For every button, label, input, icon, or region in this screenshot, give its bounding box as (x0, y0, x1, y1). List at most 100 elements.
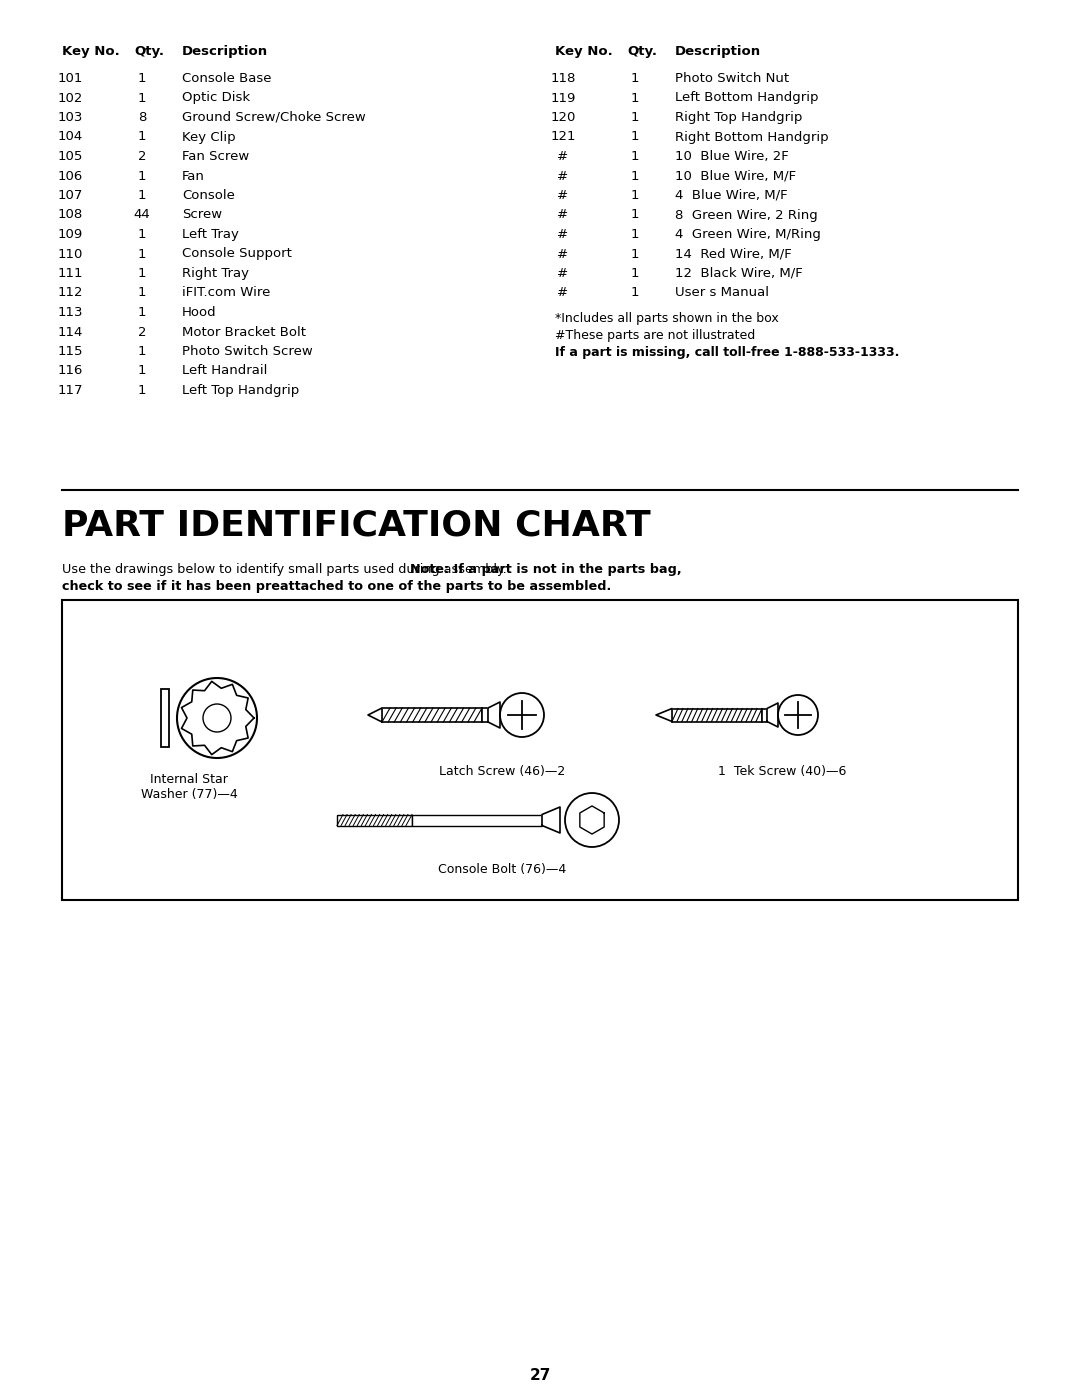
Text: 1: 1 (138, 384, 146, 397)
Text: 8: 8 (138, 110, 146, 124)
Text: Use the drawings below to identify small parts used during assembly.: Use the drawings below to identify small… (62, 563, 511, 576)
Polygon shape (767, 703, 778, 726)
Bar (337, 814, 411, 826)
Text: iFIT.com Wire: iFIT.com Wire (183, 286, 270, 299)
Text: 1: 1 (138, 286, 146, 299)
Text: 4  Green Wire, M/Ring: 4 Green Wire, M/Ring (675, 228, 821, 242)
Text: #: # (557, 189, 568, 203)
Text: Right Bottom Handgrip: Right Bottom Handgrip (675, 130, 828, 144)
Text: Right Top Handgrip: Right Top Handgrip (675, 110, 802, 124)
Text: PART IDENTIFICATION CHART: PART IDENTIFICATION CHART (62, 509, 651, 542)
Text: 1: 1 (631, 247, 639, 260)
Text: Qty.: Qty. (134, 45, 164, 59)
Text: 1: 1 (631, 267, 639, 279)
Text: 1: 1 (631, 130, 639, 144)
Text: 44: 44 (134, 208, 150, 222)
Text: *Includes all parts shown in the box: *Includes all parts shown in the box (555, 312, 779, 326)
Polygon shape (488, 703, 500, 728)
Text: Motor Bracket Bolt: Motor Bracket Bolt (183, 326, 306, 338)
Text: #: # (557, 247, 568, 260)
Text: 8  Green Wire, 2 Ring: 8 Green Wire, 2 Ring (675, 208, 818, 222)
Polygon shape (656, 708, 672, 721)
Text: 1: 1 (138, 91, 146, 105)
Text: 117: 117 (57, 384, 83, 397)
Text: Key Clip: Key Clip (183, 130, 235, 144)
Text: 1: 1 (631, 286, 639, 299)
Text: Console Base: Console Base (183, 73, 271, 85)
Bar (482, 708, 488, 722)
Text: User s Manual: User s Manual (675, 286, 769, 299)
Text: Key No.: Key No. (62, 45, 120, 59)
Text: Screw: Screw (183, 208, 222, 222)
Text: 104: 104 (57, 130, 83, 144)
Text: 102: 102 (57, 91, 83, 105)
Text: 103: 103 (57, 110, 83, 124)
Text: Console Bolt (76)—4: Console Bolt (76)—4 (437, 863, 566, 876)
Text: #These parts are not illustrated: #These parts are not illustrated (555, 330, 755, 342)
Text: Key No.: Key No. (555, 45, 612, 59)
Text: 121: 121 (550, 130, 576, 144)
Text: 112: 112 (57, 286, 83, 299)
Bar (161, 689, 168, 747)
Text: 111: 111 (57, 267, 83, 279)
Text: Console Support: Console Support (183, 247, 292, 260)
Text: 1: 1 (138, 267, 146, 279)
Bar (411, 814, 542, 826)
Text: 1: 1 (138, 228, 146, 242)
Bar (62, 599, 1018, 900)
Polygon shape (542, 807, 561, 833)
Text: 10  Blue Wire, M/F: 10 Blue Wire, M/F (675, 169, 796, 183)
Text: 109: 109 (57, 228, 83, 242)
Text: 1: 1 (138, 73, 146, 85)
Text: 1: 1 (631, 73, 639, 85)
Text: 1: 1 (631, 169, 639, 183)
Text: 2: 2 (138, 149, 146, 163)
Text: 119: 119 (551, 91, 576, 105)
Text: 1  Tek Screw (40)—6: 1 Tek Screw (40)—6 (718, 766, 847, 778)
Text: 1: 1 (138, 345, 146, 358)
Text: 4  Blue Wire, M/F: 4 Blue Wire, M/F (675, 189, 787, 203)
Polygon shape (368, 708, 382, 722)
Text: 1: 1 (631, 228, 639, 242)
Text: #: # (557, 228, 568, 242)
Text: Note: If a part is not in the parts bag,: Note: If a part is not in the parts bag, (410, 563, 683, 576)
Text: Left Tray: Left Tray (183, 228, 239, 242)
Text: 1: 1 (138, 247, 146, 260)
Text: 108: 108 (57, 208, 83, 222)
Text: 110: 110 (57, 247, 83, 260)
Text: 1: 1 (138, 130, 146, 144)
Text: #: # (557, 149, 568, 163)
Text: #: # (557, 286, 568, 299)
Text: 101: 101 (57, 73, 83, 85)
Text: 1: 1 (631, 110, 639, 124)
Text: 1: 1 (138, 189, 146, 203)
Text: Left Bottom Handgrip: Left Bottom Handgrip (675, 91, 819, 105)
Text: 2: 2 (138, 326, 146, 338)
Text: 1: 1 (138, 365, 146, 377)
Text: 120: 120 (551, 110, 576, 124)
Text: check to see if it has been preattached to one of the parts to be assembled.: check to see if it has been preattached … (62, 580, 611, 592)
Text: Description: Description (675, 45, 761, 59)
Text: Left Top Handgrip: Left Top Handgrip (183, 384, 299, 397)
Text: 1: 1 (631, 149, 639, 163)
Text: Qty.: Qty. (627, 45, 657, 59)
Text: 1: 1 (631, 208, 639, 222)
Text: Internal Star
Washer (77)—4: Internal Star Washer (77)—4 (140, 773, 238, 800)
Text: 12  Black Wire, M/F: 12 Black Wire, M/F (675, 267, 802, 279)
Text: 115: 115 (57, 345, 83, 358)
Text: 118: 118 (551, 73, 576, 85)
Text: Fan Screw: Fan Screw (183, 149, 249, 163)
Text: 14  Red Wire, M/F: 14 Red Wire, M/F (675, 247, 792, 260)
Text: Ground Screw/Choke Screw: Ground Screw/Choke Screw (183, 110, 366, 124)
Text: #: # (557, 169, 568, 183)
Text: 113: 113 (57, 306, 83, 319)
Text: 1: 1 (138, 306, 146, 319)
Text: Left Handrail: Left Handrail (183, 365, 268, 377)
Text: Photo Switch Screw: Photo Switch Screw (183, 345, 313, 358)
Text: Fan: Fan (183, 169, 205, 183)
Text: Latch Screw (46)—2: Latch Screw (46)—2 (438, 766, 565, 778)
Text: 116: 116 (57, 365, 83, 377)
Text: 107: 107 (57, 189, 83, 203)
Text: Hood: Hood (183, 306, 217, 319)
Text: Optic Disk: Optic Disk (183, 91, 251, 105)
